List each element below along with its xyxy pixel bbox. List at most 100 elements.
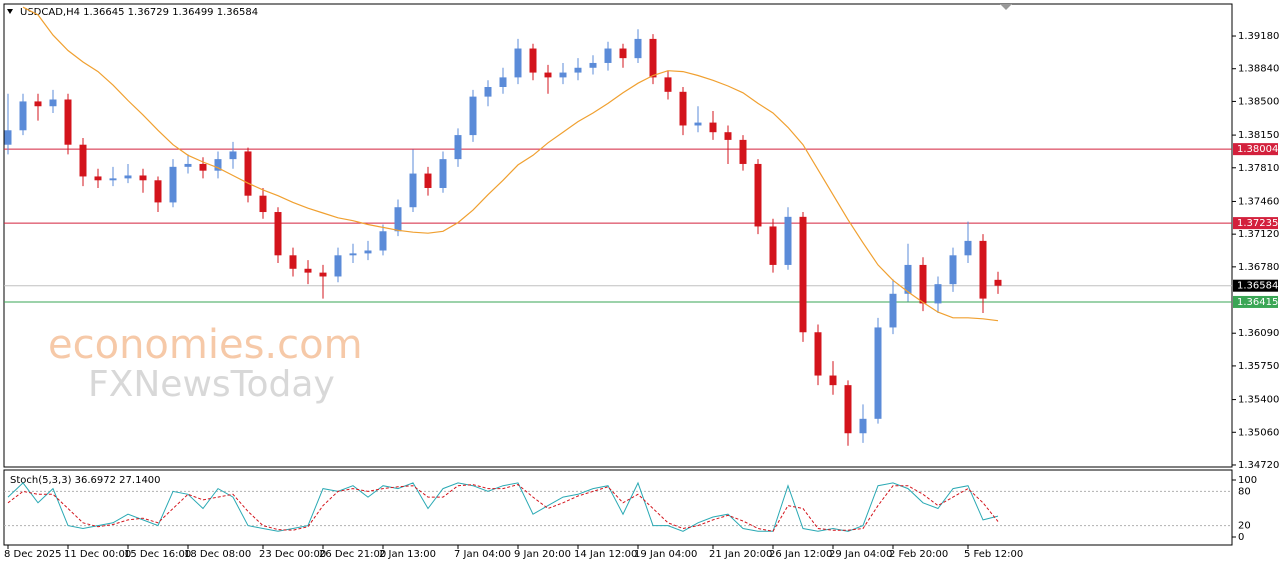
watermark: economies.com FXNewsToday (48, 322, 363, 405)
x-tick-label: 18 Dec 08:00 (184, 549, 251, 560)
menu-arrow (7, 9, 13, 14)
watermark-text: economies.com (48, 322, 363, 368)
level-label: 1.37235 (1237, 218, 1278, 229)
stoch-tick-label: 0 (1238, 532, 1244, 543)
x-tick-label: 2 Jan 13:00 (379, 549, 436, 560)
candle-body (439, 159, 447, 188)
candle-body (679, 91, 687, 126)
x-tick-label: 29 Jan 04:00 (829, 549, 892, 560)
stoch-tick-label: 80 (1238, 486, 1251, 497)
y-tick-label: 1.37460 (1238, 196, 1279, 207)
candle-body (919, 264, 927, 304)
candle-body (619, 48, 627, 59)
stoch-line (7, 481, 999, 532)
y-tick-label: 1.39180 (1238, 31, 1279, 42)
candle-body (64, 99, 72, 145)
candle-body (889, 293, 897, 328)
candle-body (499, 77, 507, 88)
candle-body (949, 255, 957, 285)
candle-body (754, 163, 762, 227)
y-tick-label: 1.38500 (1238, 96, 1279, 107)
x-tick-label: 9 Jan 20:00 (514, 549, 571, 560)
level-label: 1.36415 (1237, 297, 1278, 308)
x-tick-label: 11 Dec 00:00 (64, 549, 131, 560)
candle-body (319, 272, 327, 277)
candle-body (229, 151, 237, 160)
x-tick-label: 26 Jan 12:00 (769, 549, 832, 560)
watermark-text: FXNewsToday (88, 364, 335, 405)
candle-body (979, 240, 987, 299)
stoch-tick-label: 100 (1238, 475, 1257, 486)
candle-body (304, 268, 312, 273)
y-tick-label: 1.37120 (1238, 229, 1279, 240)
candle-body (649, 38, 657, 78)
candle-body (49, 99, 57, 107)
y-tick-label: 1.34720 (1238, 460, 1279, 471)
candle-body (514, 48, 522, 78)
candle-body (4, 130, 12, 145)
candle-body (364, 250, 372, 254)
chart-title: USDCAD,H4 1.36645 1.36729 1.36499 1.3658… (20, 7, 258, 18)
x-tick-label: 5 Feb 12:00 (964, 549, 1023, 560)
candle-body (214, 159, 222, 171)
candle-body (529, 48, 537, 73)
moving-average (22, 6, 999, 322)
candle-body (769, 226, 777, 265)
candle-body (109, 178, 117, 181)
candle-body (604, 48, 612, 63)
candle-body (739, 139, 747, 164)
y-tick-label: 1.35400 (1238, 395, 1279, 406)
candle-body (454, 135, 462, 160)
candle-body (544, 72, 552, 78)
stoch-frame (3, 469, 1233, 546)
candle-body (694, 122, 702, 126)
level-label-box (1233, 279, 1278, 292)
candle-body (829, 375, 837, 386)
x-tick-label: 14 Jan 12:00 (574, 549, 637, 560)
candle-body (634, 38, 642, 59)
level-label: 1.38004 (1237, 144, 1278, 155)
candle-body (484, 87, 492, 97)
candle-body (664, 77, 672, 92)
y-tick-label: 1.35060 (1238, 427, 1279, 438)
candle-body (784, 216, 792, 265)
stoch-tick-label: 20 (1238, 521, 1251, 532)
level-label-box (1233, 217, 1278, 230)
shift-marker (1000, 4, 1012, 10)
x-tick-label: 26 Dec 21:00 (319, 549, 386, 560)
candle-body (289, 255, 297, 269)
candle-body (469, 96, 477, 136)
level-label-box (1233, 143, 1278, 156)
stoch-title: Stoch(5,3,3) 36.6972 27.1400 (10, 475, 161, 486)
y-tick-label: 1.38840 (1238, 64, 1279, 75)
candle-body (709, 122, 717, 133)
candle-body (724, 132, 732, 140)
y-tick-label: 1.35750 (1238, 361, 1279, 372)
candle-body (184, 163, 192, 167)
candle-body (994, 279, 1002, 286)
x-tick-label: 23 Dec 00:00 (259, 549, 326, 560)
candle-body (139, 175, 147, 181)
y-tick-label: 1.38150 (1238, 130, 1279, 141)
y-tick-label: 1.37810 (1238, 163, 1279, 174)
x-tick-label: 2 Feb 20:00 (889, 549, 948, 560)
x-tick-label: 7 Jan 04:00 (454, 549, 511, 560)
stoch-line (7, 484, 999, 532)
candle-body (379, 231, 387, 251)
candle-body (844, 385, 852, 434)
candle-body (814, 332, 822, 376)
candle-body (244, 151, 252, 196)
candle-body (874, 327, 882, 419)
candle-body (79, 144, 87, 177)
candle-body (799, 216, 807, 333)
candle-body (349, 253, 357, 256)
x-tick-label: 19 Jan 04:00 (634, 549, 697, 560)
x-tick-label: 21 Jan 20:00 (709, 549, 772, 560)
candle-body (19, 101, 27, 131)
level-label: 1.36584 (1237, 281, 1278, 292)
y-tick-label: 1.36780 (1238, 262, 1279, 273)
y-tick-label: 1.36090 (1238, 328, 1279, 339)
candle-body (934, 284, 942, 304)
